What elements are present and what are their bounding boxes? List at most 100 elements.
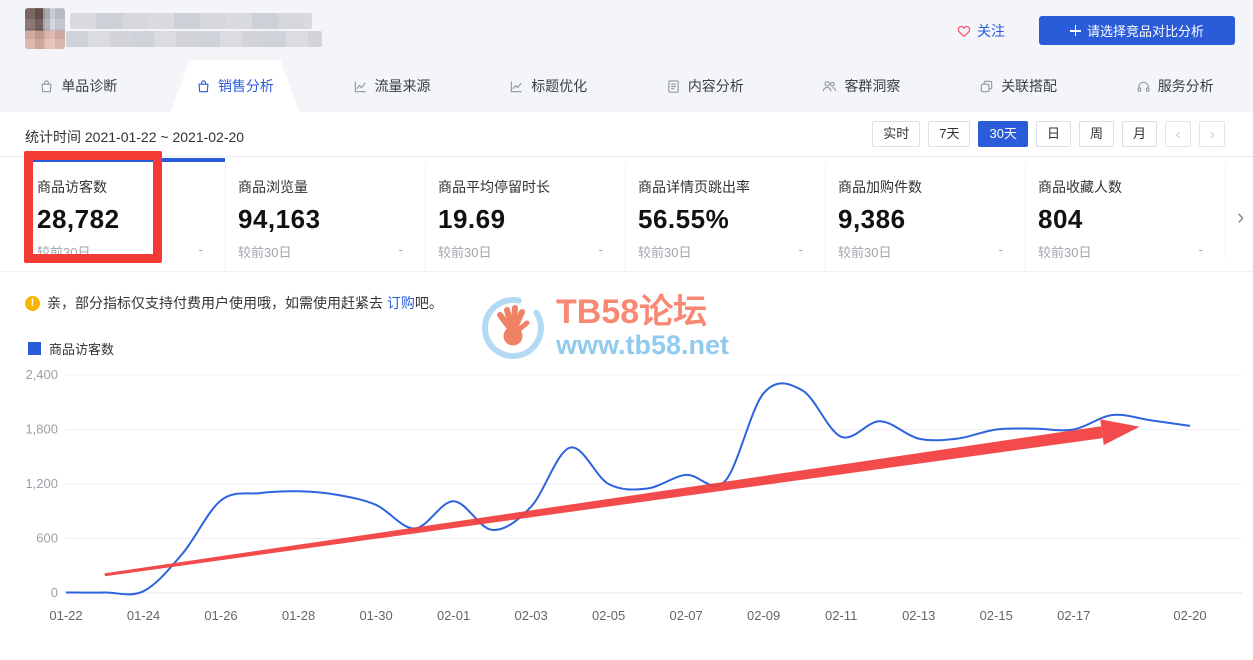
tab-traffic-source[interactable]: 流量来源 <box>313 60 470 112</box>
metric-card-visitors[interactable]: 商品访客数 28,782 较前30日 - <box>25 163 225 271</box>
copy-icon <box>979 79 994 94</box>
svg-text:02-03: 02-03 <box>514 608 547 623</box>
notice-text: 亲，部分指标仅支持付费用户使用哦，如需使用赶紧去 <box>47 295 387 311</box>
range-week-button[interactable]: 周 <box>1078 121 1114 147</box>
metric-value: 19.69 <box>438 204 506 234</box>
prev-page-button[interactable]: ‹ <box>1165 121 1191 147</box>
subscribe-link[interactable]: 订购 <box>386 295 415 311</box>
svg-text:02-01: 02-01 <box>437 608 470 623</box>
compare-value: - <box>798 242 803 257</box>
metric-card-avg-stay[interactable]: 商品平均停留时长 19.69 较前30日 - <box>425 163 625 271</box>
range-month-button[interactable]: 月 <box>1121 121 1157 147</box>
chevron-left-icon: ‹ <box>1175 125 1181 143</box>
trend-icon <box>353 79 368 94</box>
metric-value: 94,163 <box>238 204 321 234</box>
tab-label: 客群洞察 <box>844 78 901 94</box>
watermark: TB58论坛 www.tb58.net <box>480 294 729 362</box>
compare-label: 较前30日 <box>1038 245 1092 260</box>
product-thumbnail <box>25 8 65 49</box>
watermark-url: www.tb58.net <box>556 330 730 361</box>
svg-text:02-07: 02-07 <box>670 608 703 623</box>
watermark-title: TB58论坛 <box>556 292 708 331</box>
metric-card-bounce-rate[interactable]: 商品详情页跳出率 56.55% 较前30日 - <box>625 163 825 271</box>
svg-text:01-26: 01-26 <box>204 608 237 623</box>
compare-label: 较前30日 <box>638 245 692 260</box>
compare-value: - <box>398 242 403 257</box>
trend-icon <box>509 79 524 94</box>
product-title-redacted <box>70 13 312 29</box>
tab-customer-insight[interactable]: 客群洞察 <box>783 60 940 112</box>
info-icon: ! <box>25 295 40 311</box>
svg-text:02-11: 02-11 <box>825 608 857 623</box>
svg-text:02-15: 02-15 <box>980 608 1013 623</box>
compare-value: - <box>998 242 1003 257</box>
svg-text:02-05: 02-05 <box>592 608 625 623</box>
legend-swatch <box>28 342 41 355</box>
svg-text:2,400: 2,400 <box>25 367 58 382</box>
divider <box>0 156 1253 157</box>
metric-value: 56.55% <box>638 204 730 234</box>
next-page-button[interactable]: › <box>1199 121 1225 147</box>
users-icon <box>822 79 837 94</box>
tab-label: 内容分析 <box>687 78 744 94</box>
svg-text:02-09: 02-09 <box>747 608 780 623</box>
tab-bar: 单品诊断 销售分析 流量来源 标题优化 内容分析 客群洞察 关联搭配 服务分析 <box>0 60 1253 112</box>
compare-label: 较前30日 <box>438 245 492 260</box>
tab-product-diagnosis[interactable]: 单品诊断 <box>0 60 157 112</box>
svg-text:0: 0 <box>51 585 58 600</box>
metric-label: 商品详情页跳出率 <box>638 179 750 195</box>
chart-legend[interactable]: 商品访客数 <box>28 339 114 358</box>
range-selector: 实时 7天 30天 日 周 月 ‹ › <box>872 121 1225 147</box>
metric-card-pageviews[interactable]: 商品浏览量 94,163 较前30日 - <box>225 163 425 271</box>
svg-text:01-30: 01-30 <box>359 608 392 623</box>
range-30d-button[interactable]: 30天 <box>978 121 1028 147</box>
metrics-next-button[interactable]: › <box>1231 203 1250 231</box>
legend-label: 商品访客数 <box>49 342 115 357</box>
range-7d-button[interactable]: 7天 <box>928 121 971 147</box>
follow-label: 关注 <box>977 23 1005 39</box>
range-realtime-button[interactable]: 实时 <box>872 121 921 147</box>
metric-value: 28,782 <box>37 204 120 234</box>
watermark-hand-logo-icon <box>482 297 544 359</box>
divider <box>0 271 1253 272</box>
chevron-right-icon: › <box>1237 204 1245 229</box>
tab-service-analysis[interactable]: 服务分析 <box>1096 60 1253 112</box>
active-metric-indicator <box>25 158 225 162</box>
svg-text:1,200: 1,200 <box>25 476 58 491</box>
tab-related-matching[interactable]: 关联搭配 <box>940 60 1097 112</box>
tab-label: 关联搭配 <box>1001 78 1058 94</box>
metric-label: 商品访客数 <box>37 179 107 195</box>
svg-text:01-24: 01-24 <box>127 608 160 623</box>
metric-label: 商品收藏人数 <box>1038 179 1122 195</box>
plus-icon <box>1069 25 1081 36</box>
tab-title-optimization[interactable]: 标题优化 <box>470 60 627 112</box>
compare-analysis-button[interactable]: 请选择竞品对比分析 <box>1039 16 1235 45</box>
tab-sales-analysis[interactable]: 销售分析 <box>157 60 314 112</box>
chevron-right-icon: › <box>1209 125 1215 143</box>
svg-text:01-22: 01-22 <box>49 608 82 623</box>
svg-text:02-17: 02-17 <box>1057 608 1090 623</box>
range-day-button[interactable]: 日 <box>1035 121 1071 147</box>
heart-icon <box>957 25 971 37</box>
top-bar: 关注 请选择竞品对比分析 <box>0 0 1253 60</box>
compare-label: 较前30日 <box>238 245 292 260</box>
metric-card-favorites[interactable]: 商品收藏人数 804 较前30日 - <box>1025 163 1225 271</box>
product-subtitle-redacted <box>66 31 322 47</box>
tab-label: 服务分析 <box>1157 78 1214 94</box>
compare-value: - <box>198 242 203 257</box>
tab-label: 销售分析 <box>217 78 274 94</box>
bag-icon <box>196 79 211 94</box>
compare-value: - <box>1198 242 1203 257</box>
divider <box>1225 163 1226 258</box>
metric-value: 804 <box>1038 204 1083 234</box>
tab-label: 流量来源 <box>374 78 431 94</box>
tab-content-analysis[interactable]: 内容分析 <box>627 60 784 112</box>
compare-analysis-label: 请选择竞品对比分析 <box>1086 24 1204 39</box>
metric-card-add-to-cart[interactable]: 商品加购件数 9,386 较前30日 - <box>825 163 1025 271</box>
follow-button[interactable]: 关注 <box>956 21 1005 41</box>
svg-text:600: 600 <box>36 531 58 546</box>
svg-text:02-20: 02-20 <box>1173 608 1206 623</box>
stat-time-label: 统计时间 2021-01-22 ~ 2021-02-20 <box>25 129 245 145</box>
compare-label: 较前30日 <box>37 245 91 260</box>
svg-text:01-28: 01-28 <box>282 608 315 623</box>
